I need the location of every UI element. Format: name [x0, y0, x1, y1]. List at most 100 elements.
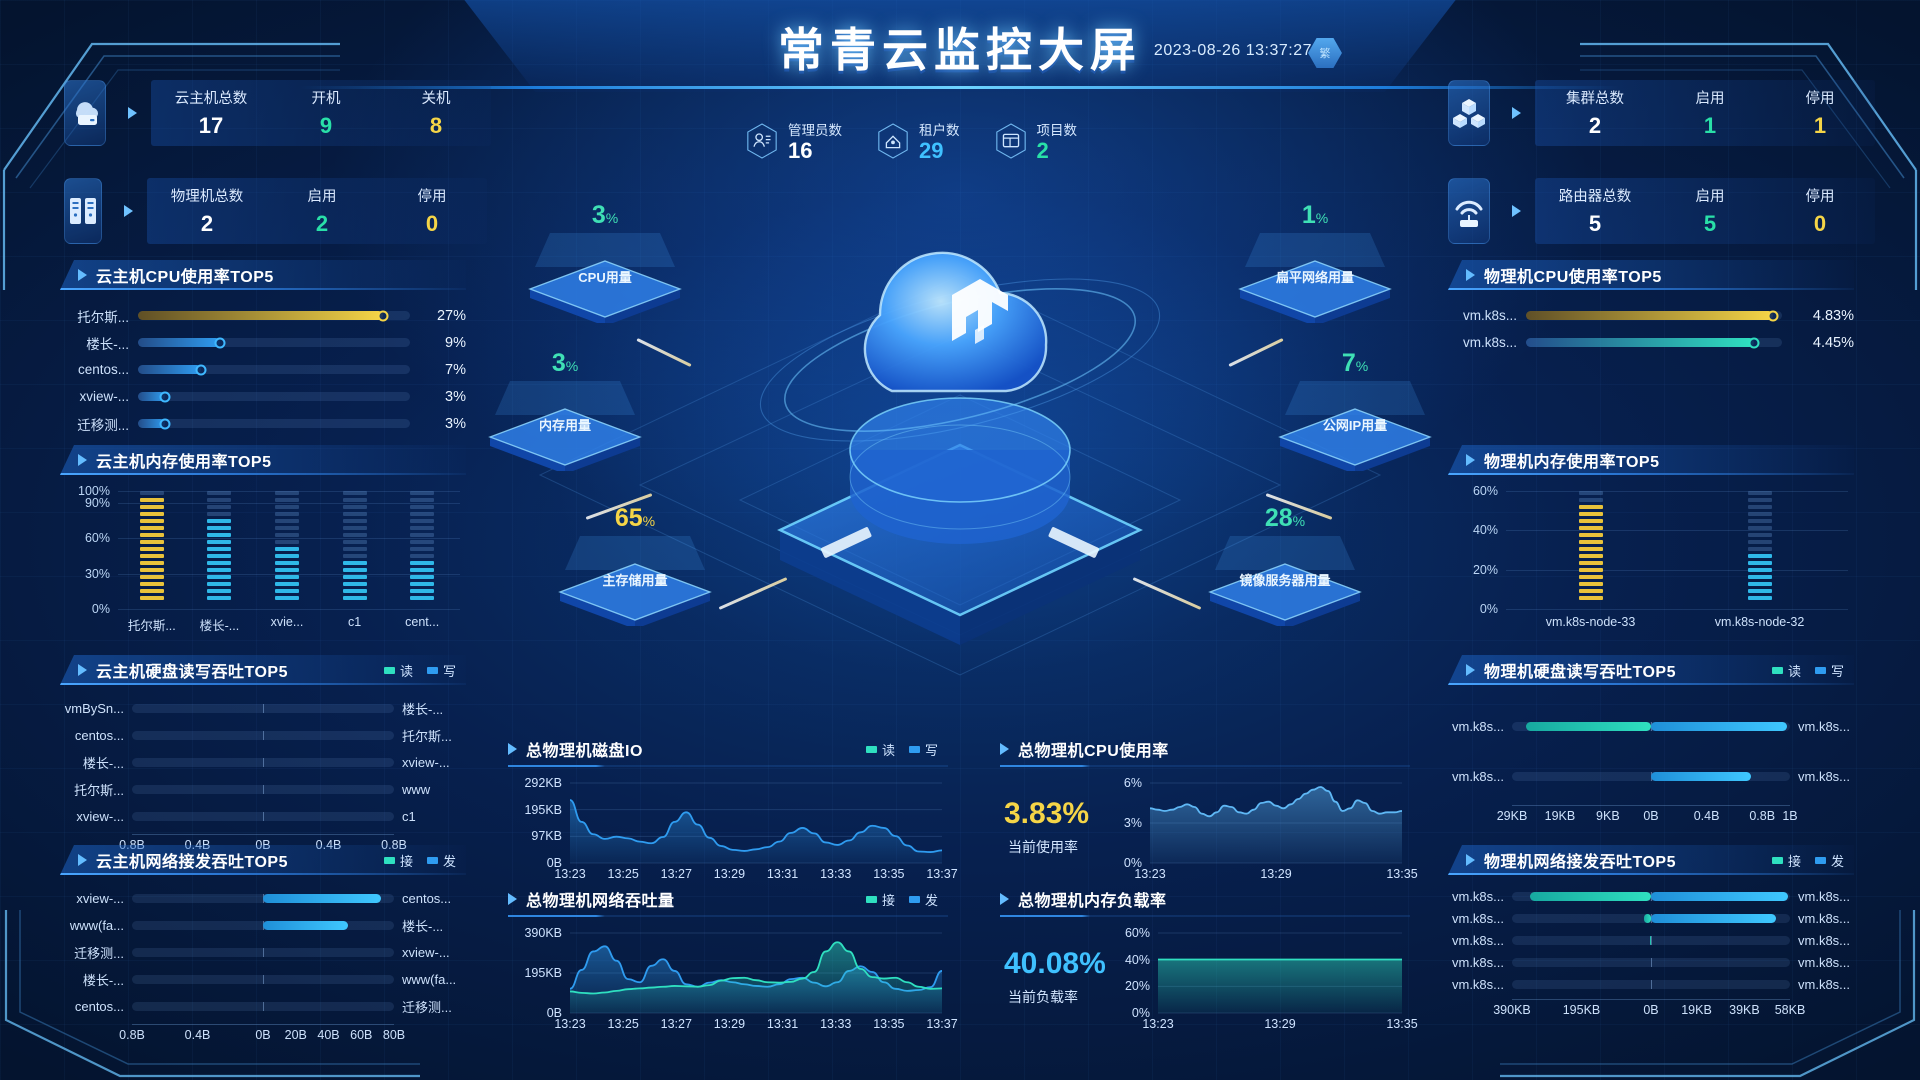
host-mem-top5-chart: 0% 20% 40% 60% vm.k8s-node-33 vm.k8s-node-32 — [1448, 484, 1854, 635]
progress-row-value: 3% — [445, 415, 466, 432]
bar-segment — [275, 568, 299, 572]
stat-card-clusters[interactable]: 集群总数 2 启用 1 停用 1 — [1448, 80, 1875, 146]
plate-label: 公网IP用量 — [1322, 418, 1388, 433]
x-axis-tick: 13:33 — [820, 1017, 852, 1031]
progress-fill — [1526, 311, 1774, 320]
public-ip-plate[interactable]: 7% 公网IP用量 — [1270, 349, 1440, 471]
bidirectional-bar-row[interactable]: vm.k8s... vm.k8s... — [1448, 973, 1854, 995]
y-axis-tick: 40% — [1124, 952, 1150, 967]
stat-label: 云主机总数 — [174, 91, 248, 107]
panel-header: 总物理机网络吞吐量 接 发 — [508, 885, 948, 917]
bar-segment — [410, 575, 435, 579]
bidirectional-bar-row[interactable]: vm.k8s... vm.k8s... — [1448, 951, 1854, 973]
bar-track — [1512, 891, 1790, 901]
bidirectional-bar-row[interactable]: 楼长-... www(fa... — [60, 966, 466, 993]
bar-column[interactable] — [342, 491, 367, 609]
bidirectional-bar-row[interactable]: 楼长-... xview-... — [60, 749, 466, 776]
stat-cell-enabled: 启用 5 — [1655, 185, 1765, 237]
x-axis-tick: 20B — [284, 1028, 307, 1042]
bidirectional-bar-row[interactable]: vm.k8s... vm.k8s... — [1448, 751, 1854, 801]
progress-row[interactable]: centos... 7% — [60, 356, 466, 383]
stat-card-cloud-hosts[interactable]: 云主机总数 17 开机 9 关机 8 — [64, 80, 491, 146]
bar-column[interactable] — [207, 491, 232, 609]
x-axis-tick: 19KB — [1544, 809, 1576, 823]
panel-vm-mem-top5: 云主机内存使用率TOP5 0% 30% 60% 90% 100% 托尔斯... 楼长-...… — [60, 445, 466, 635]
x-axis-tick: 13:35 — [1386, 867, 1418, 881]
legend-label: 接 — [399, 853, 413, 869]
bidirectional-bar-row[interactable]: 迁移测... xview-... — [60, 939, 466, 966]
x-axis: 29KB 19KB 9KB 0B 0.4B 0.8B 1B — [1448, 805, 1854, 823]
center-stat-tenants[interactable]: 租户数 29 — [876, 119, 960, 163]
bidirectional-bar-row[interactable]: centos... 迁移测... — [60, 993, 466, 1020]
bar-row-left-label: vm.k8s... — [1451, 976, 1504, 992]
progress-row[interactable]: vm.k8s... 4.45% — [1448, 329, 1854, 356]
image-server-plate[interactable]: 28% 镜像服务器用量 — [1200, 504, 1370, 626]
x-axis-tick: 13:35 — [873, 1017, 905, 1031]
bidirectional-bar-row[interactable]: vm.k8s... vm.k8s... — [1448, 885, 1854, 907]
legend-color-swatch — [865, 745, 877, 753]
legend-color-swatch — [908, 745, 920, 753]
progress-row[interactable]: 托尔斯... 27% — [60, 302, 466, 329]
plate-percent-value: 1 — [1301, 201, 1316, 229]
bidirectional-bar-row[interactable]: xview-... c1 — [60, 803, 466, 830]
cpu-usage-plate[interactable]: 3% CPU用量 — [520, 201, 690, 323]
bar-segment — [139, 512, 164, 516]
x-axis-tick: 13:37 — [926, 1017, 958, 1031]
flat-network-plate[interactable]: 1% 扁平网络用量 — [1230, 201, 1400, 323]
bar-column[interactable] — [275, 491, 299, 609]
bar-segment — [342, 498, 367, 502]
legend-color-swatch — [426, 856, 438, 864]
bidirectional-bar-row[interactable]: centos... 托尔斯... — [60, 722, 466, 749]
bidirectional-bar-row[interactable]: vmBySn... 楼长-... — [60, 695, 466, 722]
y-axis-tick: 0% — [1479, 602, 1498, 616]
bar-fill-right — [1651, 913, 1776, 923]
bar-column[interactable] — [1747, 491, 1772, 609]
progress-row[interactable]: xview-... 3% — [60, 383, 466, 410]
stat-value: 5 — [1703, 211, 1717, 236]
bar-track — [132, 704, 394, 713]
dashboard-header: 常青云监控大屏 2023-08-26 13:37:27 繁 — [0, 0, 1920, 120]
gridline — [118, 573, 460, 575]
bidirectional-bar-row[interactable]: xview-... centos... — [60, 885, 466, 912]
bidirectional-bar-row[interactable]: vm.k8s... vm.k8s... — [1448, 701, 1854, 751]
bidirectional-bar-row[interactable]: vm.k8s... vm.k8s... — [1448, 929, 1854, 951]
progress-knob — [1748, 337, 1760, 348]
progress-row[interactable]: 迁移测... 3% — [60, 410, 466, 437]
center-stat-projects[interactable]: 项目数 2 — [994, 119, 1077, 163]
legend-color-swatch — [383, 666, 395, 674]
stat-card-routers[interactable]: 路由器总数 5 启用 5 停用 0 — [1448, 178, 1875, 244]
bar-track — [132, 758, 394, 767]
bidirectional-bar-row[interactable]: www(fa... 楼长-... — [60, 912, 466, 939]
plate-label: CPU用量 — [578, 270, 632, 285]
bar-column[interactable] — [139, 491, 164, 609]
bar-column[interactable] — [410, 491, 435, 609]
bar-segment — [275, 575, 299, 579]
center-stat-admins[interactable]: 管理员数 16 — [745, 119, 842, 163]
bar-row-left-label: vm.k8s... — [1451, 932, 1504, 948]
bar-row-right-label: 楼长-... — [402, 919, 444, 934]
bar-segment — [1747, 519, 1772, 523]
bar-segment — [139, 596, 164, 600]
stat-card-physical-hosts[interactable]: 物理机总数 2 启用 2 停用 0 — [64, 178, 487, 244]
x-axis-tick: 0.8B — [1749, 809, 1776, 823]
panel-title: 云主机硬盘读写吞吐TOP5 — [96, 664, 289, 681]
progress-row[interactable]: 楼长-... 9% — [60, 329, 466, 356]
memory-usage-plate[interactable]: 3% 内存用量 — [480, 349, 650, 471]
panel-legend: 接 发 — [1771, 851, 1854, 870]
primary-storage-plate[interactable]: 65% 主存储用量 — [550, 504, 720, 626]
bidirectional-bar-row[interactable]: 托尔斯... www — [60, 776, 466, 803]
bidirectional-bar-row[interactable]: vm.k8s... vm.k8s... — [1448, 907, 1854, 929]
bar-row-right-label: 托尔斯... — [402, 729, 452, 744]
bar-track — [132, 894, 394, 903]
vm-cpu-top5-list: 托尔斯... 27% 楼长-... 9% centos... 7% xview-... 3% 迁… — [60, 302, 466, 437]
bar-segment — [207, 561, 232, 565]
plate-percent: 3% — [520, 201, 690, 230]
bar-segment — [342, 547, 367, 551]
bar-column[interactable] — [1578, 491, 1603, 609]
bar-segment — [1747, 491, 1772, 495]
progress-row[interactable]: vm.k8s... 4.83% — [1448, 302, 1854, 329]
bar-segment — [1578, 526, 1603, 530]
stat-label: 停用 — [1805, 91, 1835, 107]
plate-percent-unit: % — [605, 210, 619, 226]
bar-segment — [410, 596, 435, 600]
